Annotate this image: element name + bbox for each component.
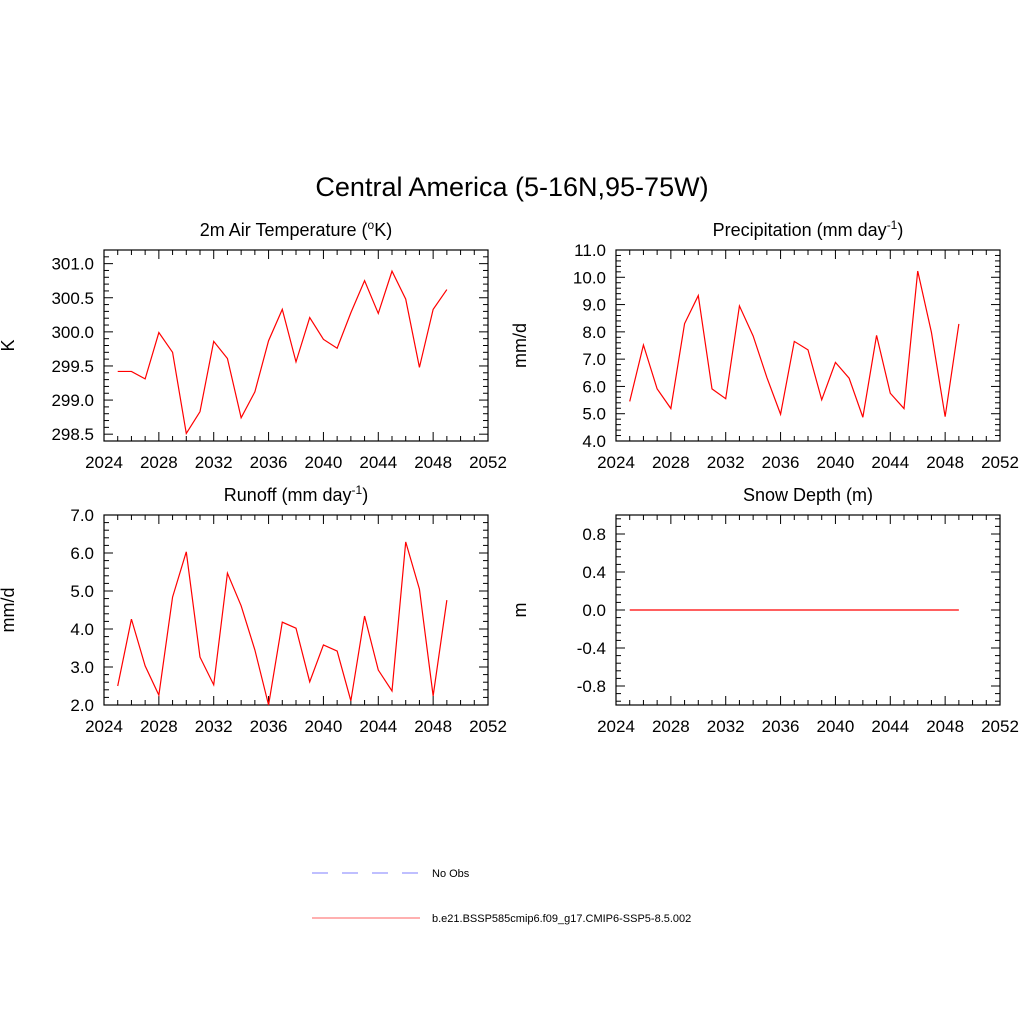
x-tick-label: 2032 — [707, 453, 745, 472]
x-tick-label: 2052 — [469, 717, 507, 736]
series-line-air-temperature — [117, 269, 448, 436]
y-tick-label: 0.0 — [582, 601, 606, 620]
panel-title-air-temperature: 2m Air Temperature (oK) — [200, 218, 392, 240]
y-tick-label: 11.0 — [574, 241, 606, 260]
x-tick-label: 2052 — [981, 717, 1019, 736]
y-axis-label: m — [510, 603, 530, 618]
x-tick-label: 2048 — [926, 717, 964, 736]
y-tick-label: 301.0 — [51, 255, 94, 274]
x-tick-label: 2040 — [817, 717, 855, 736]
y-tick-label: 4.0 — [70, 620, 94, 639]
x-tick-label: 2052 — [469, 453, 507, 472]
y-tick-label: 0.8 — [582, 525, 606, 544]
x-tick-label: 2052 — [981, 453, 1019, 472]
x-tick-label: 2048 — [414, 453, 452, 472]
x-tick-label: 2028 — [652, 453, 690, 472]
y-tick-label: 6.0 — [582, 377, 606, 396]
y-tick-label: 2.0 — [70, 696, 94, 715]
panel-snow-depth: 2024 2028 2032 2036 2040 2044 2048 2052 -0.8 -0.4… — [510, 485, 1019, 736]
y-tick-label: 10.0 — [573, 268, 606, 287]
y-tick-label: 7.0 — [70, 506, 94, 525]
x-tick-label: 2048 — [414, 717, 452, 736]
x-tick-label: 2044 — [359, 717, 397, 736]
x-tick-label: 2044 — [871, 717, 909, 736]
y-tick-label: 300.5 — [51, 289, 94, 308]
x-tick-label: 2036 — [250, 453, 288, 472]
y-tick-label: -0.4 — [577, 639, 606, 658]
x-tick-label: 2044 — [871, 453, 909, 472]
x-tick-label: 2040 — [817, 453, 855, 472]
x-tick-label: 2024 — [597, 453, 635, 472]
panels-group: 2024 2028 2032 2036 2040 2044 2048 2052 298.5 299… — [0, 218, 1019, 736]
y-tick-label: 7.0 — [582, 350, 606, 369]
y-tick-label: 300.0 — [51, 323, 94, 342]
panel-title-snow-depth: Snow Depth (m) — [743, 485, 873, 505]
panel-title-runoff: Runoff (mm day-1) — [224, 483, 368, 505]
x-tick-label: 2032 — [195, 717, 233, 736]
y-tick-label: 9.0 — [582, 296, 606, 315]
panel-title-precipitation: Precipitation (mm day-1) — [713, 218, 904, 240]
series-line-runoff — [117, 541, 448, 706]
legend-label-no-obs: No Obs — [432, 868, 470, 880]
x-tick-label: 2044 — [359, 453, 397, 472]
plot-frame-air-temperature — [103, 249, 489, 442]
panel-runoff: 2024 2028 2032 2036 2040 2044 2048 2052 2.0 3.0 4.… — [0, 483, 507, 736]
x-tick-label: 2032 — [707, 717, 745, 736]
y-axis-label: K — [0, 339, 18, 351]
legend: No Obs b.e21.BSSP585cmip6.f09_g17.CMIP6-… — [312, 868, 691, 925]
y-tick-label: 0.4 — [582, 563, 606, 582]
x-tick-label: 2024 — [597, 717, 635, 736]
x-tick-label: 2040 — [305, 717, 343, 736]
x-tick-label: 2036 — [250, 717, 288, 736]
x-tick-label: 2040 — [305, 453, 343, 472]
y-axis-label: mm/d — [0, 588, 18, 633]
x-tick-label: 2028 — [652, 717, 690, 736]
panel-precipitation: 2024 2028 2032 2036 2040 2044 2048 2052 4.0 5.0 6.… — [510, 218, 1019, 472]
x-tick-label: 2036 — [762, 717, 800, 736]
y-tick-label: 299.0 — [51, 391, 94, 410]
y-axis-label: mm/d — [510, 323, 530, 368]
x-tick-label: 2028 — [140, 453, 178, 472]
x-tick-label: 2028 — [140, 717, 178, 736]
x-tick-label: 2024 — [85, 453, 123, 472]
figure-title: Central America (5-16N,95-75W) — [315, 172, 708, 202]
x-tick-label: 2032 — [195, 453, 233, 472]
y-tick-label: 298.5 — [51, 425, 94, 444]
y-tick-label: 4.0 — [582, 432, 606, 451]
x-tick-label: 2048 — [926, 453, 964, 472]
x-tick-label: 2036 — [762, 453, 800, 472]
y-tick-label: 299.5 — [51, 357, 94, 376]
y-tick-label: 5.0 — [582, 405, 606, 424]
y-tick-label: 6.0 — [70, 544, 94, 563]
y-tick-label: 8.0 — [582, 323, 606, 342]
y-tick-label: 3.0 — [70, 658, 94, 677]
plot-frame-precipitation — [615, 249, 1001, 442]
legend-label-model: b.e21.BSSP585cmip6.f09_g17.CMIP6-SSP5-8.… — [432, 913, 691, 925]
y-tick-label: -0.8 — [577, 677, 606, 696]
x-tick-label: 2024 — [85, 717, 123, 736]
y-tick-label: 5.0 — [70, 582, 94, 601]
series-line-precipitation — [629, 270, 960, 418]
panel-air-temperature: 2024 2028 2032 2036 2040 2044 2048 2052 298.5 299… — [0, 218, 507, 472]
